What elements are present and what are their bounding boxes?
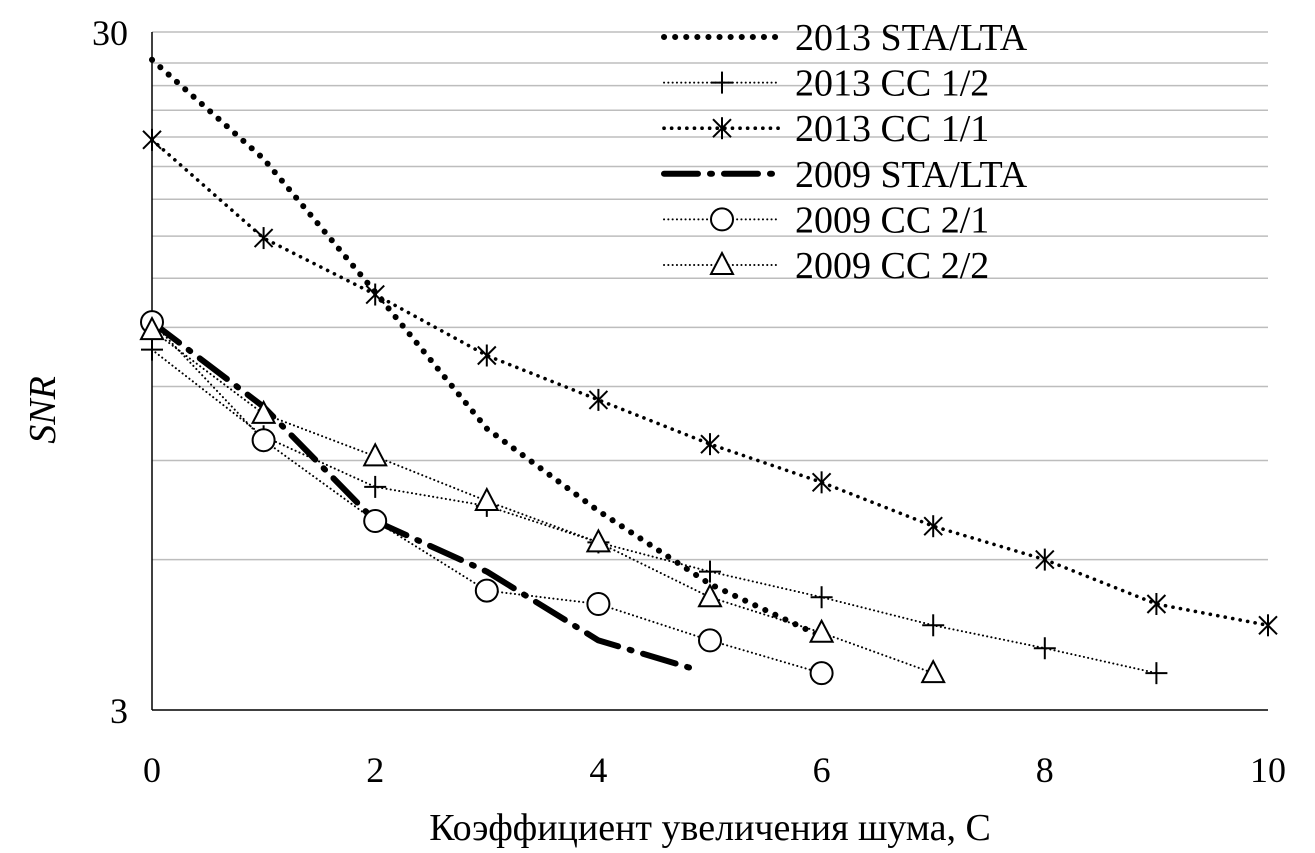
tick-labels: 0 2 4 6 8 10 3 30	[92, 13, 1286, 790]
series-1	[149, 56, 825, 640]
data-point	[1146, 592, 1167, 615]
data-point	[1145, 662, 1168, 685]
legend-entry: 2013 STA/LTA	[661, 17, 1028, 59]
data-point	[251, 428, 276, 453]
series-3	[142, 128, 1278, 637]
series-line	[149, 56, 825, 640]
data-point	[141, 338, 163, 361]
y-tick-label: 3	[110, 691, 128, 731]
data-point	[365, 283, 385, 306]
data-point	[142, 128, 162, 151]
data-point	[809, 661, 834, 686]
data-point	[808, 618, 835, 643]
legend-label: 2013 CC 1/2	[795, 63, 989, 105]
data-point	[1258, 614, 1278, 637]
x-tick-label: 6	[813, 750, 831, 790]
data-point	[1033, 637, 1056, 660]
data-point	[810, 586, 833, 609]
data-point	[700, 433, 720, 456]
legend-label: 2009 CC 2/2	[795, 245, 989, 287]
data-point	[364, 475, 387, 498]
y-axis-title: SNR	[22, 376, 64, 444]
series-5	[140, 310, 834, 686]
x-tick-label: 8	[1036, 750, 1054, 790]
data-point	[699, 560, 721, 583]
data-point	[363, 509, 388, 534]
y-tick-label: 30	[92, 13, 128, 53]
series-6	[139, 315, 946, 684]
series	[139, 56, 1278, 686]
data-point	[811, 471, 832, 494]
data-point	[474, 578, 499, 603]
x-tick-label: 2	[366, 750, 384, 790]
series-4	[149, 319, 697, 672]
axes	[151, 32, 1268, 711]
data-point	[362, 442, 388, 467]
x-tick-label: 0	[143, 750, 161, 790]
data-point	[474, 486, 500, 512]
legend-entry: 2013 CC 1/1	[662, 108, 989, 150]
legend-entry: 2009 STA/LTA	[661, 154, 1028, 196]
x-axis-title: Коэффициент увеличения шума, C	[429, 807, 991, 849]
series-2	[141, 338, 1168, 685]
legend-label: 2009 CC 2/1	[795, 199, 989, 241]
legend-label: 2009 STA/LTA	[795, 154, 1028, 196]
data-point	[1035, 548, 1055, 571]
data-point	[697, 583, 723, 608]
data-point	[250, 399, 277, 424]
legend-marker	[710, 207, 734, 232]
x-tick-label: 4	[589, 750, 607, 790]
x-tick-label: 10	[1250, 750, 1286, 790]
series-line	[149, 319, 697, 672]
data-point	[477, 344, 497, 367]
data-point	[139, 315, 165, 341]
series-line	[150, 138, 1270, 628]
data-point	[588, 388, 609, 411]
legend-entry: 2013 CC 1/2	[663, 63, 989, 105]
data-point	[920, 658, 946, 684]
legend-entry: 2009 CC 2/1	[663, 199, 989, 241]
data-point	[698, 628, 722, 653]
series-line	[151, 329, 935, 675]
legend-label: 2013 CC 1/1	[795, 108, 989, 150]
legend-entry: 2009 CC 2/2	[663, 245, 989, 287]
data-point	[922, 614, 945, 637]
data-point	[585, 528, 612, 553]
legend-marker	[709, 250, 735, 275]
data-point	[253, 227, 274, 250]
series-line	[151, 348, 1158, 675]
data-point	[923, 515, 943, 538]
gridlines	[152, 31, 1268, 561]
legend-marker	[711, 71, 733, 94]
data-point	[586, 591, 611, 616]
legend-marker	[712, 117, 732, 140]
legend-label: 2013 STA/LTA	[795, 17, 1028, 59]
